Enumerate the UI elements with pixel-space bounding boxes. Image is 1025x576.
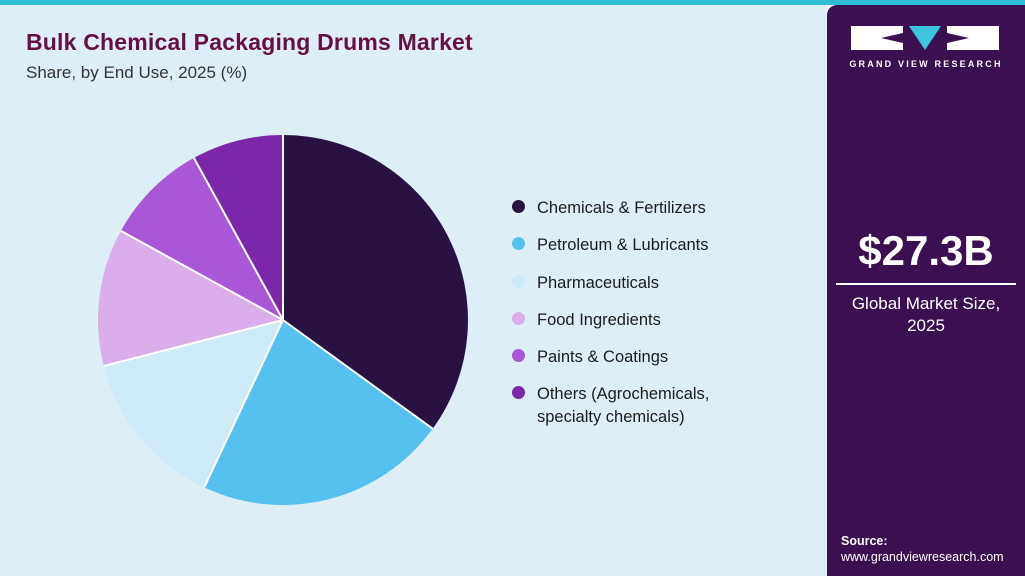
market-size-value: $27.3B	[858, 227, 994, 274]
pie-slice-3	[97, 230, 283, 367]
pie-slice-2	[103, 320, 283, 488]
market-size-divider	[836, 283, 1016, 285]
source-block: Source: www.grandviewresearch.com	[827, 534, 1004, 576]
legend: Chemicals & Fertilizers Petroleum & Lubri…	[512, 197, 747, 443]
market-size-label-line1: Global Market Size,	[851, 294, 1001, 313]
legend-item: Paints & Coatings	[512, 346, 747, 368]
legend-label: Pharmaceuticals	[537, 273, 659, 292]
legend-item: Petroleum & Lubricants	[512, 234, 747, 256]
legend-label: Chemicals & Fertilizers	[537, 199, 706, 218]
pie-slice-separator	[203, 319, 284, 488]
market-size-label-line2: 2025	[907, 316, 945, 336]
chart-panel: Bulk Chemical Packaging Drums Market Sha…	[0, 5, 827, 576]
pie-chart	[97, 135, 469, 505]
legend-dot	[512, 200, 525, 214]
pie-slice-5	[193, 135, 283, 320]
market-size-label: Global Market Size, 2025	[852, 293, 1000, 337]
legend-dot	[512, 311, 525, 325]
pie-slice-separator	[282, 319, 434, 430]
chart-row: Chemicals & Fertilizers Petroleum & Lubri…	[26, 129, 827, 511]
legend-item: Chemicals & Fertilizers	[512, 197, 747, 219]
gvr-logo-icon	[851, 26, 999, 50]
legend-label: Food Ingredients	[537, 310, 661, 329]
legend-label: Paints & Coatings	[537, 348, 669, 367]
source-url: www.grandviewresearch.com	[841, 550, 1004, 564]
legend-dot	[512, 386, 525, 400]
legend-item: Food Ingredients	[512, 309, 747, 331]
legend-dot	[512, 274, 525, 288]
page-title: Bulk Chemical Packaging Drums Market	[26, 29, 473, 55]
legend-label: Petroleum & Lubricants	[537, 236, 709, 255]
pie-slice-4	[120, 157, 283, 320]
logo-block: GRAND VIEW RESEARCH	[849, 25, 1002, 69]
logo-text: GRAND VIEW RESEARCH	[849, 59, 1003, 69]
legend-label: Others (Agrochemicals, specialty chemica…	[537, 385, 710, 426]
legend-dot	[512, 349, 525, 363]
pie-slice-separator	[120, 230, 284, 321]
pie-chart-container	[92, 129, 474, 511]
pie-slice-separator	[193, 157, 284, 321]
sidebar: GRAND VIEW RESEARCH $27.3B Global Market…	[827, 5, 1025, 576]
pie-slice-0	[283, 135, 469, 429]
market-size-block: $27.3B Global Market Size, 2025	[827, 227, 1025, 337]
pie-slice-separator	[103, 319, 284, 367]
legend-item: Pharmaceuticals	[512, 272, 747, 294]
legend-dot	[512, 237, 525, 251]
page-subtitle: Share, by End Use, 2025 (%)	[26, 63, 248, 82]
top-accent-bar	[0, 0, 1025, 5]
legend-item: Others (Agrochemicals, specialty chemica…	[512, 383, 747, 428]
source-label: Source:	[841, 534, 888, 548]
